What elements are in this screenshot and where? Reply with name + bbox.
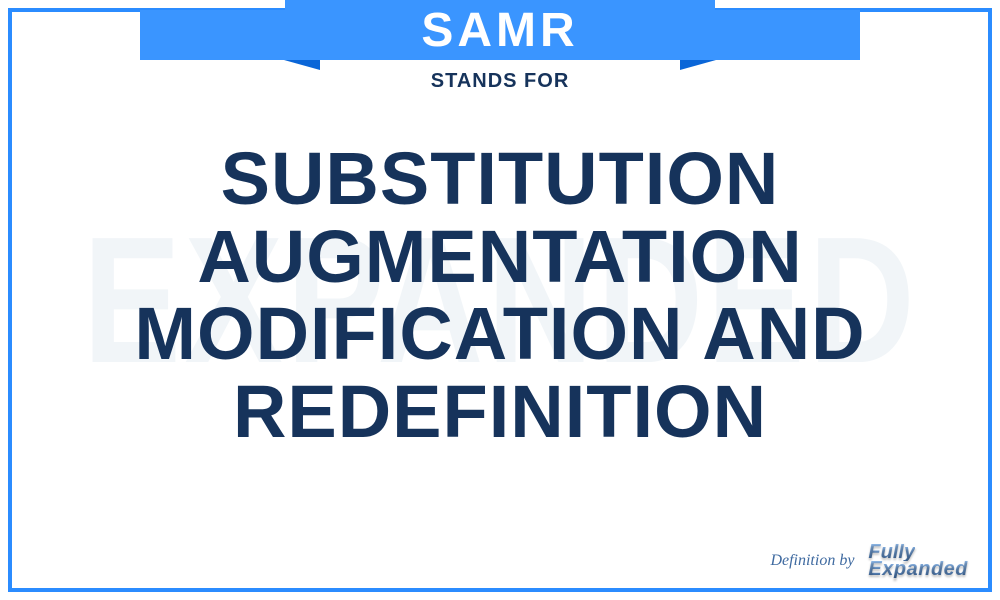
definition-text: SUBSTITUTION AUGMENTATION MODIFICATION A…: [40, 140, 960, 451]
stands-for-label: STANDS FOR: [431, 70, 570, 93]
brand-badge: Fully Expanded: [864, 542, 972, 580]
title-ribbon: SAMR: [140, 0, 860, 70]
attribution-label: Definition by: [770, 552, 854, 570]
ribbon-fold-right: [680, 60, 716, 70]
brand-line-2: Expanded: [868, 561, 968, 578]
acronym-text: SAMR: [421, 3, 578, 58]
attribution: Definition by Fully Expanded: [770, 542, 972, 580]
ribbon-fold-left: [284, 60, 320, 70]
ribbon-center: SAMR: [285, 0, 715, 60]
